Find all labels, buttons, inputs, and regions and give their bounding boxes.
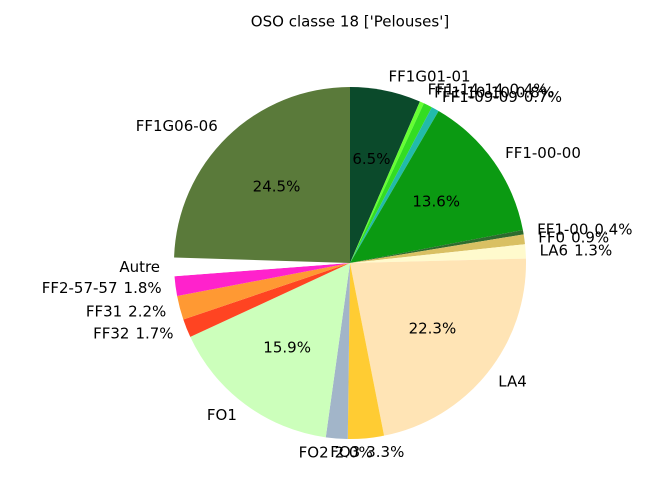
pie-slice: [347, 263, 385, 439]
value-label: 22.3%: [409, 320, 457, 338]
slice-label: FF2-57-57 1.8%: [42, 278, 162, 296]
pie-slice: [350, 230, 524, 263]
slice-label: FF32 1.7%: [93, 324, 173, 342]
value-label: 24.5%: [253, 178, 301, 196]
category-name: FF1-00: [537, 220, 588, 238]
slice-label: FF1G06-06: [136, 117, 218, 135]
pie-slice: [350, 258, 526, 436]
slice-label: FO3 3.3%: [330, 443, 404, 461]
category-name: FF1-09-09: [442, 87, 518, 105]
value-label: 6.5%: [352, 150, 390, 168]
value-label: 1.3%: [574, 241, 612, 259]
value-label: 1.8%: [124, 278, 162, 296]
value-label: 0.9%: [571, 228, 609, 246]
value-label: 0.8%: [516, 83, 554, 101]
category-name: FO3: [330, 443, 360, 461]
pie-slice: [350, 110, 523, 263]
value-label: 1.7%: [135, 324, 173, 342]
slice-label: FF1-00-00: [505, 144, 581, 162]
slice-label: FF1-00 0.4%: [537, 220, 632, 238]
slice-label: FF0 0.9%: [538, 228, 609, 246]
category-name: FF32: [93, 324, 129, 342]
chart-title: OSO classe 18 ['Pelouses']: [251, 13, 449, 31]
slice-label: FF31 2.2%: [86, 302, 166, 320]
pie-slice: [350, 107, 439, 264]
value-label: 0.4%: [509, 80, 547, 98]
pie-slice: [174, 87, 350, 263]
category-name: LA6: [540, 241, 569, 259]
pie-slice: [325, 263, 350, 439]
pie-slice: [174, 263, 350, 296]
pie-slice: [350, 87, 420, 263]
pie-slice: [350, 103, 432, 263]
slice-label: LA6 1.3%: [540, 241, 613, 259]
pie-slice: [190, 263, 350, 438]
value-label: 0.7%: [524, 87, 562, 105]
category-name: FF0: [538, 228, 565, 246]
category-name: FO2: [299, 443, 329, 461]
pie-slice: [350, 234, 525, 263]
value-label: 0.4%: [594, 220, 632, 238]
category-name: FF31: [86, 302, 122, 320]
category-name: FF2-57-57: [42, 278, 118, 296]
category-name: FF1-10-10: [434, 83, 510, 101]
slice-label: Autre: [119, 258, 160, 276]
slice-label: FF1-10-10 0.8%: [434, 83, 554, 101]
category-name: Autre: [119, 258, 160, 276]
value-label: 2.2%: [128, 302, 166, 320]
slice-label: FF1-09-09 0.7%: [442, 87, 562, 105]
pie-slice: [183, 263, 350, 337]
pie-slice: [174, 257, 350, 277]
value-label: 2.0%: [335, 443, 373, 461]
slice-label: FF1G01-01: [389, 67, 471, 85]
value-label: 15.9%: [263, 338, 311, 356]
slice-label: FF1-14-14 0.4%: [428, 80, 548, 98]
value-label: 3.3%: [366, 443, 404, 461]
slice-label: FO1: [207, 406, 237, 424]
category-name: FF1-14-14: [428, 80, 504, 98]
value-label: 13.6%: [412, 193, 460, 211]
pie-slice: [350, 101, 424, 263]
pie-slice: [350, 244, 526, 263]
slice-label: LA4: [498, 372, 527, 390]
slice-label: FO2 2.0%: [299, 443, 373, 461]
pie-slice: [177, 263, 350, 320]
